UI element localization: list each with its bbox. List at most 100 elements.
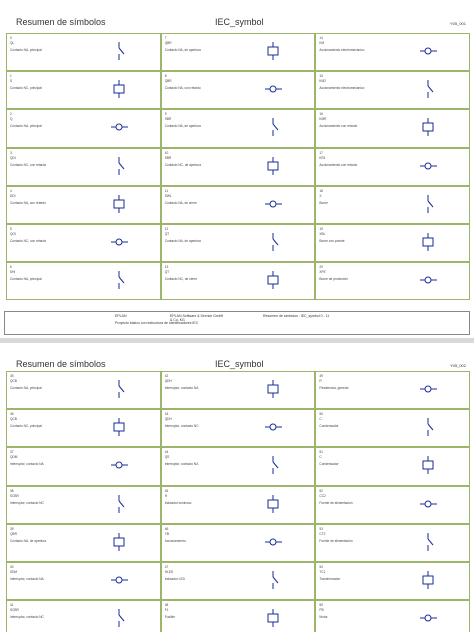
- symbol-cell: 4 DDI Contacto NA, con retardo: [6, 185, 161, 224]
- cell-code: QOI: [10, 232, 16, 236]
- cell-number: 55: [319, 603, 323, 608]
- symbol: [118, 609, 125, 628]
- cell-code: QBR: [164, 79, 172, 84]
- cell-description: Contacto NA, principal: [10, 124, 42, 129]
- cell-number: 48: [164, 603, 169, 608]
- cell-code: C: [319, 455, 322, 460]
- symbol: [110, 461, 128, 469]
- symbol-cell: 3 QDI Contacto NC, con retardo: [6, 147, 161, 186]
- cell-number: 47: [164, 565, 169, 569]
- symbol-cell: 6 SHI Contacto NA, principal: [6, 262, 161, 301]
- cell-code: R: [319, 379, 322, 383]
- cell-description: Borne con puente: [319, 239, 345, 243]
- cell-number: 8: [164, 74, 167, 79]
- cell-number: 36: [10, 412, 14, 417]
- cell-number: 7: [164, 36, 167, 40]
- company: EPLAN: [115, 314, 127, 318]
- symbol-cell: 45 H Indicador luminoso: [160, 485, 316, 524]
- cell-code: QCB: [10, 417, 17, 422]
- symbol: [427, 194, 434, 213]
- symbol: [113, 194, 125, 213]
- symbol-cell: 52 CC2 Fuente de alimentación: [315, 485, 471, 524]
- symbol: [265, 200, 283, 208]
- cell-description: Accionamiento con retardo: [319, 124, 358, 129]
- title-block: EPLAN EPLAN Software & Service GmbH & Co.…: [4, 311, 470, 335]
- cell-number: 49: [319, 374, 323, 378]
- cell-number: 46: [164, 526, 169, 531]
- cell-description: Contacto NC, de apertura: [164, 162, 202, 167]
- cell-description: Interruptor, contacto NC: [164, 424, 199, 429]
- symbol-cell: 13 QT Contacto NC, de cierre: [160, 262, 316, 301]
- cell-code: F1: [164, 608, 169, 613]
- symbol-cell: 19 XBL Borne con puente: [315, 224, 471, 263]
- symbol: [420, 385, 438, 393]
- library-name: IEC_symbol: [215, 359, 264, 369]
- cell-description: Interruptor, contacto NA: [10, 577, 44, 581]
- cell-code: QDH: [164, 379, 172, 383]
- symbol: [267, 271, 279, 290]
- symbol-cell: 36 QCB Contacto NC, principal: [6, 409, 161, 448]
- cell-code: HLED: [164, 570, 174, 574]
- cell-description: Contacto NC, con retardo: [10, 162, 47, 167]
- symbol-cell: 41 SCBR Interruptor, contacto NC: [6, 600, 161, 632]
- cell-description: Contacto NA, principal: [10, 386, 42, 390]
- cell-code: QCB: [10, 379, 17, 383]
- cell-code: TC1: [319, 570, 326, 574]
- symbol-cell: 50 C Condensador: [315, 409, 471, 448]
- cell-description: Condensador: [319, 424, 339, 429]
- cell-description: Contacto NC, principal: [10, 86, 42, 91]
- symbol: [113, 532, 125, 551]
- cell-code: DDI: [10, 193, 16, 198]
- symbol-cell: 39 QBR Contacto NA, de apertura: [6, 523, 161, 562]
- cell-description: Transformador: [319, 577, 341, 581]
- cell-description: Contacto NC, con retardo: [10, 239, 47, 243]
- cell-description: Contacto NA, de cierre: [164, 200, 197, 205]
- symbol: [420, 614, 438, 622]
- symbol-cell: 40 SDM Interruptor, contacto NA: [6, 562, 161, 601]
- symbol-cell: 16 KMR Accionamiento con retardo: [315, 109, 471, 148]
- cell-code: SBR: [164, 155, 172, 160]
- cell-number: 52: [319, 488, 323, 493]
- symbol-cell: 55 PB Motor: [315, 600, 471, 632]
- cell-description: Contacto NA, principal: [10, 48, 42, 52]
- page-title: Resumen de símbolos: [16, 359, 106, 369]
- symbol-cell: 10 SBR Contacto NC, de apertura: [160, 147, 316, 186]
- cell-code: SWL: [164, 193, 172, 198]
- symbol: [118, 494, 125, 513]
- symbol: [265, 85, 283, 93]
- symbol: [427, 80, 434, 99]
- cell-number: 2: [10, 112, 12, 117]
- symbol: [422, 456, 434, 475]
- cell-number: 5: [10, 227, 12, 231]
- cell-number: 13: [164, 265, 169, 270]
- cell-code: KM: [319, 41, 325, 45]
- cell-number: 43: [164, 412, 169, 417]
- cell-number: 10: [164, 150, 169, 155]
- symbol-cell: 53 CT2 Fuente de alimentación: [315, 523, 471, 562]
- page: Resumen de símbolos IEC_symbol Y05_002 35 QC…: [0, 343, 474, 632]
- symbol: [420, 162, 438, 170]
- symbol-cell: 14 KM Accionamiento electromecánico: [315, 33, 471, 72]
- symbol-cell: 42 QDH Interruptor, contacto NA: [160, 371, 316, 410]
- cell-code: SCBR: [10, 493, 19, 498]
- cell-number: 35: [10, 374, 14, 378]
- cell-number: 45: [164, 488, 169, 493]
- cell-number: 3: [10, 150, 12, 155]
- symbol-cell: 38 SCBR Interruptor, contacto NC: [6, 485, 161, 524]
- cell-description: Motor: [319, 615, 328, 620]
- cell-description: Interruptor, contacto NA: [10, 462, 44, 467]
- cell-number: 14: [319, 36, 323, 40]
- symbol-cell: 54 TC1 Transformador: [315, 562, 471, 601]
- symbol: [267, 494, 279, 513]
- symbol: [420, 500, 438, 508]
- cell-number: 18: [319, 188, 323, 193]
- cell-code: QL: [10, 41, 15, 45]
- cell-description: Accionamiento electromecánico: [319, 48, 365, 52]
- page-id: Y05_001: [449, 21, 466, 26]
- cell-description: Contacto NC, de cierre: [164, 277, 198, 282]
- cell-number: 17: [319, 150, 323, 155]
- cell-code: KR1: [319, 155, 326, 160]
- symbol: [427, 418, 434, 437]
- cell-description: Contacto NA, con retardo: [10, 200, 46, 205]
- cell-number: 11: [164, 188, 168, 193]
